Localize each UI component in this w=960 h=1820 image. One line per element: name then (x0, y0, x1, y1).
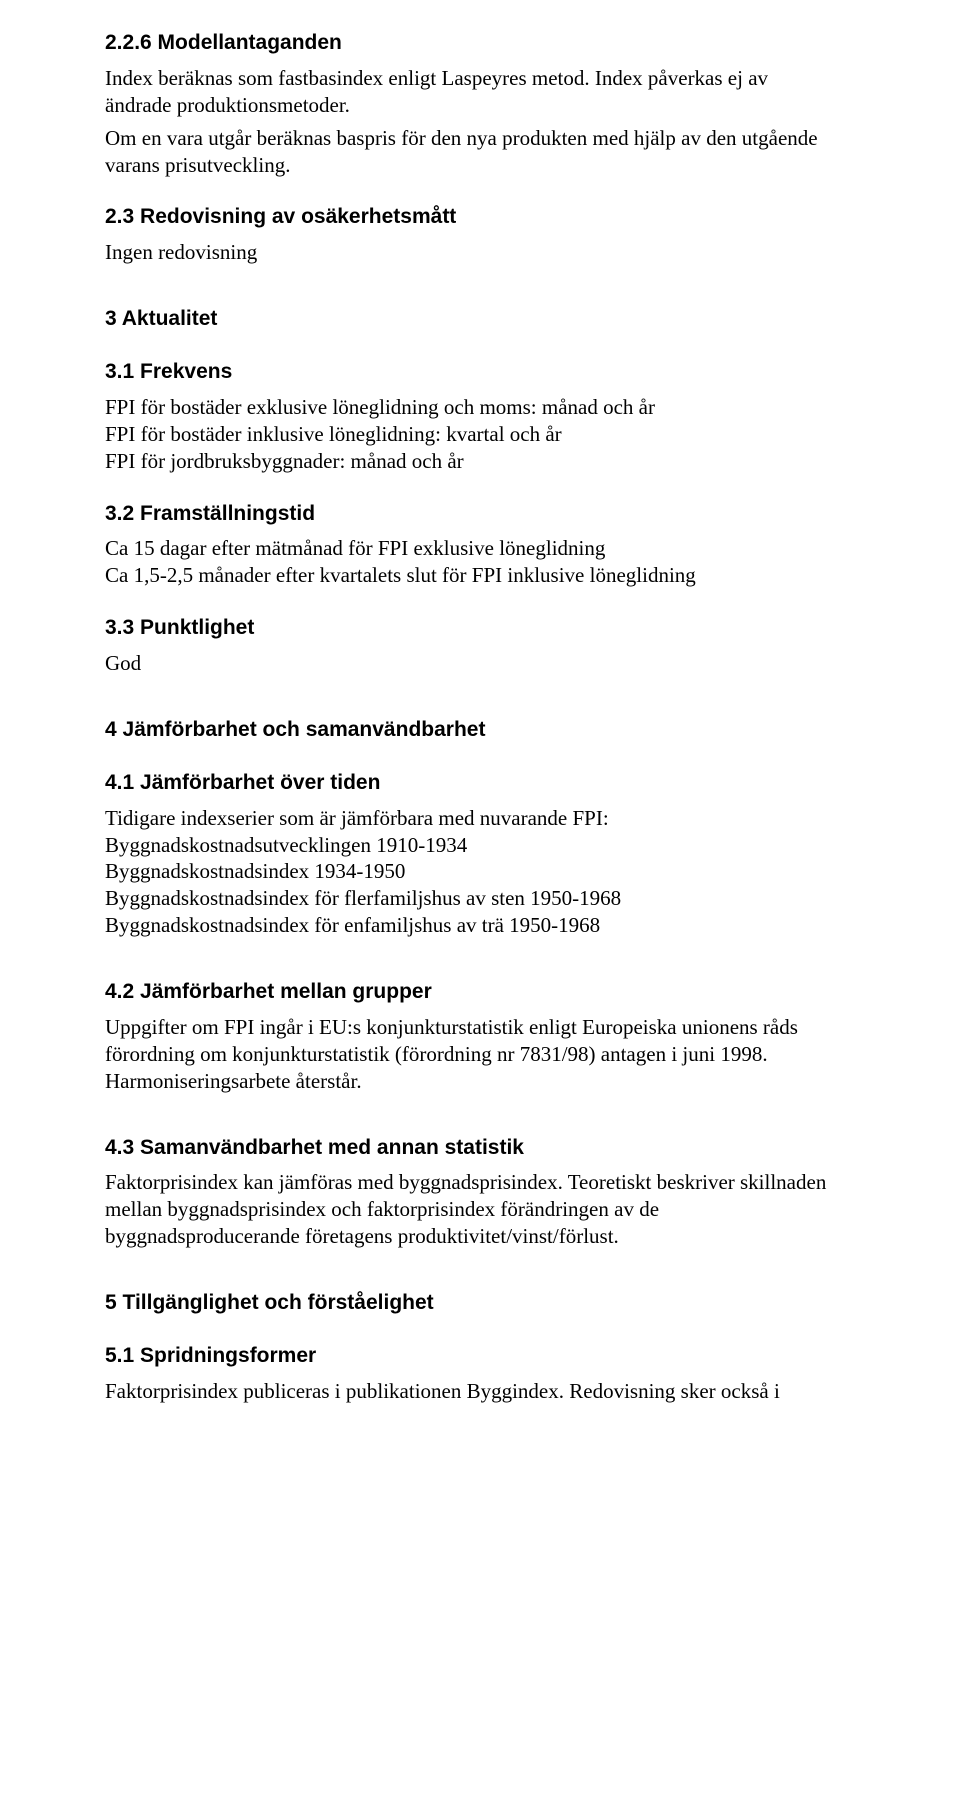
heading-3-2: 3.2 Framställningstid (105, 501, 830, 528)
paragraph-line: Tidigare indexserier som är jämförbara m… (105, 805, 830, 832)
heading-4-2: 4.2 Jämförbarhet mellan grupper (105, 979, 830, 1006)
heading-4-1: 4.1 Jämförbarhet över tiden (105, 770, 830, 797)
paragraph-line: Ca 15 dagar efter mätmånad för FPI exklu… (105, 535, 830, 562)
heading-4: 4 Jämförbarhet och samanvändbarhet (105, 717, 830, 744)
heading-4-3: 4.3 Samanvändbarhet med annan statistik (105, 1135, 830, 1162)
heading-2-3: 2.3 Redovisning av osäkerhetsmått (105, 204, 830, 231)
heading-3: 3 Aktualitet (105, 306, 830, 333)
heading-5: 5 Tillgänglighet och förståelighet (105, 1290, 830, 1317)
paragraph-line: FPI för jordbruksbyggnader: månad och år (105, 448, 830, 475)
paragraph-line: Byggnadskostnadsindex för enfamiljshus a… (105, 912, 830, 939)
heading-3-3: 3.3 Punktlighet (105, 615, 830, 642)
paragraph-line: FPI för bostäder exklusive löneglidning … (105, 394, 830, 421)
heading-3-1: 3.1 Frekvens (105, 359, 830, 386)
paragraph: Uppgifter om FPI ingår i EU:s konjunktur… (105, 1014, 830, 1095)
heading-2-2-6: 2.2.6 Modellantaganden (105, 30, 830, 57)
heading-5-1: 5.1 Spridningsformer (105, 1343, 830, 1370)
paragraph-line: Ca 1,5-2,5 månader efter kvartalets slut… (105, 562, 830, 589)
paragraph-line: Byggnadskostnadsindex 1934-1950 (105, 858, 830, 885)
paragraph: Index beräknas som fastbasindex enligt L… (105, 65, 830, 119)
document-page: 2.2.6 Modellantaganden Index beräknas so… (0, 0, 960, 1441)
paragraph: God (105, 650, 830, 677)
paragraph: Faktorprisindex publiceras i publikation… (105, 1378, 830, 1405)
paragraph-line: Byggnadskostnadsindex för flerfamiljshus… (105, 885, 830, 912)
paragraph: Om en vara utgår beräknas baspris för de… (105, 125, 830, 179)
paragraph: Ingen redovisning (105, 239, 830, 266)
paragraph-line: Byggnadskostnadsutvecklingen 1910-1934 (105, 832, 830, 859)
paragraph-line: FPI för bostäder inklusive löneglidning:… (105, 421, 830, 448)
paragraph: Faktorprisindex kan jämföras med byggnad… (105, 1169, 830, 1250)
